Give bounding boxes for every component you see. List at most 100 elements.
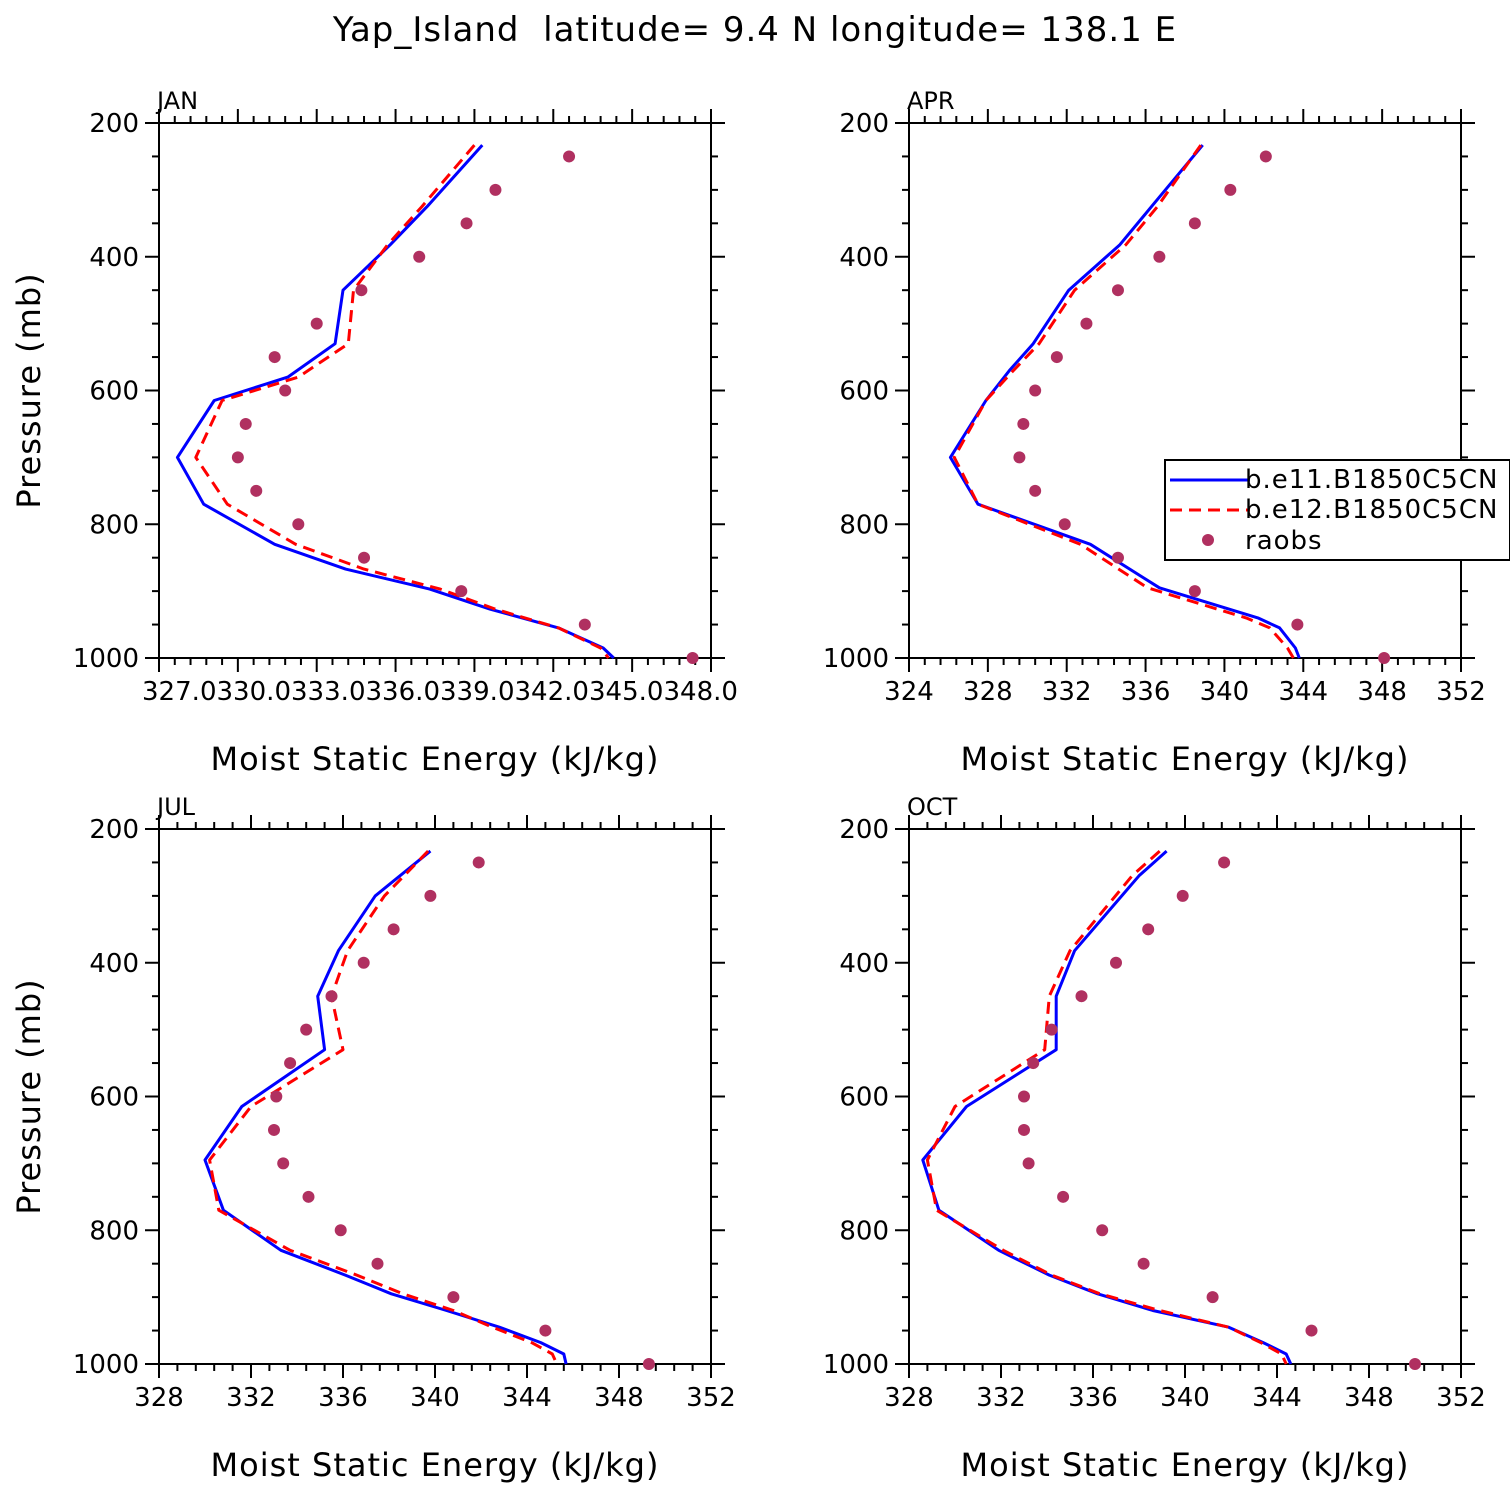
raobs-point: [387, 923, 400, 936]
raobs-point: [1050, 351, 1063, 364]
raobs-point: [1018, 1123, 1030, 1136]
raobs-point: [578, 618, 591, 631]
x-tick-label: 340: [410, 1383, 460, 1413]
x-tick-label: 352: [686, 1383, 736, 1413]
raobs-point: [1188, 585, 1201, 598]
panel-label: JUL: [155, 793, 196, 821]
x-tick-label: 332: [976, 1383, 1026, 1413]
y-tick-label: 600: [89, 377, 139, 407]
raobs-point: [1206, 1291, 1219, 1304]
raobs-point: [284, 1057, 297, 1070]
raobs-point: [1259, 150, 1272, 163]
x-tick-label: 348: [1344, 1383, 1394, 1413]
legend-label-raobs: raobs: [1245, 526, 1323, 556]
x-axis-label: Moist Static Energy (kJ/kg): [961, 740, 1410, 778]
y-tick-label: 400: [839, 949, 889, 979]
raobs-point: [250, 484, 263, 497]
raobs-point: [1080, 317, 1093, 330]
x-tick-label: 328: [134, 1383, 184, 1413]
raobs-point: [358, 551, 371, 564]
raobs-point: [563, 150, 576, 163]
panel-label: JAN: [155, 87, 198, 115]
series-line-b-e11: [921, 849, 1293, 1365]
x-tick-label: 324: [884, 677, 934, 707]
raobs-point: [1224, 183, 1237, 196]
series-line-b-e11: [175, 144, 615, 660]
raobs-point: [268, 1123, 280, 1136]
y-tick-label: 1000: [823, 644, 889, 674]
y-tick-label: 600: [89, 1083, 139, 1113]
series-line-b-e12: [952, 144, 1295, 659]
x-tick-label: 336: [1068, 1383, 1118, 1413]
x-tick-label: 344: [502, 1383, 552, 1413]
x-tick-label: 352: [1436, 1383, 1486, 1413]
x-tick-label: 336: [318, 1383, 368, 1413]
x-tick-label: 332: [226, 1383, 276, 1413]
series-line-b-e12: [194, 144, 610, 659]
raobs-point: [413, 250, 426, 263]
x-axis-label: Moist Static Energy (kJ/kg): [211, 740, 660, 778]
y-tick-label: 200: [89, 109, 139, 139]
raobs-point: [357, 956, 370, 969]
x-tick-label: 328: [884, 1383, 934, 1413]
raobs-point: [1027, 1057, 1040, 1070]
x-tick-label: 352: [1436, 677, 1486, 707]
plot-frame: [908, 122, 1462, 659]
x-tick-label: 328: [963, 677, 1013, 707]
raobs-point: [302, 1190, 315, 1203]
raobs-point: [1075, 990, 1088, 1003]
y-axis-label: Pressure (mb): [10, 978, 48, 1214]
y-tick-label: 400: [89, 243, 139, 273]
raobs-point: [1096, 1224, 1109, 1237]
plot-frame: [908, 828, 1462, 1365]
y-tick-label: 600: [839, 1083, 889, 1113]
raobs-point: [460, 217, 473, 230]
raobs-point: [1057, 1190, 1070, 1203]
raobs-point: [334, 1224, 347, 1237]
raobs-point: [1111, 551, 1124, 564]
x-tick-label: 332: [1042, 677, 1092, 707]
y-tick-label: 600: [839, 377, 889, 407]
series-line-b-e11: [948, 144, 1301, 659]
raobs-point: [1142, 923, 1155, 936]
raobs-point: [447, 1291, 460, 1304]
raobs-point: [1058, 518, 1071, 531]
panel-label: OCT: [907, 793, 958, 821]
raobs-point: [472, 856, 485, 869]
y-tick-label: 1000: [73, 1350, 139, 1380]
series-line-b-e11: [203, 849, 568, 1365]
raobs-point: [292, 518, 305, 531]
x-tick-label: 348: [594, 1383, 644, 1413]
raobs-point: [642, 1358, 655, 1370]
y-tick-label: 200: [839, 109, 889, 139]
raobs-point: [686, 652, 699, 664]
raobs-point: [1409, 1358, 1421, 1370]
raobs-point: [279, 384, 292, 397]
x-axis-label: Moist Static Energy (kJ/kg): [961, 1446, 1410, 1484]
y-tick-label: 800: [89, 1216, 139, 1246]
raobs-point: [1291, 618, 1304, 631]
raobs-point: [325, 990, 338, 1003]
raobs-point: [270, 1090, 283, 1103]
legend-label-b-e11: b.e11.B1850C5CN: [1245, 465, 1498, 495]
panel-label: APR: [907, 87, 955, 115]
y-tick-label: 1000: [73, 644, 139, 674]
raobs-point: [1137, 1257, 1150, 1270]
raobs-point: [1029, 384, 1042, 397]
x-axis-label: Moist Static Energy (kJ/kg): [211, 1446, 660, 1484]
raobs-point: [1110, 956, 1122, 969]
raobs-point: [231, 451, 244, 464]
raobs-point: [424, 889, 437, 902]
x-tick-label: 348: [1357, 677, 1407, 707]
raobs-point: [1218, 856, 1231, 869]
series-line-b-e12: [208, 850, 559, 1365]
x-tick-label: 344: [1278, 677, 1328, 707]
legend-box: [1164, 459, 1510, 561]
x-tick-label: 344: [1252, 1383, 1302, 1413]
figure-title: Yap_Island latitude= 9.4 N longitude= 13…: [332, 10, 1178, 50]
legend-label-b-e12: b.e12.B1850C5CN: [1245, 495, 1498, 525]
